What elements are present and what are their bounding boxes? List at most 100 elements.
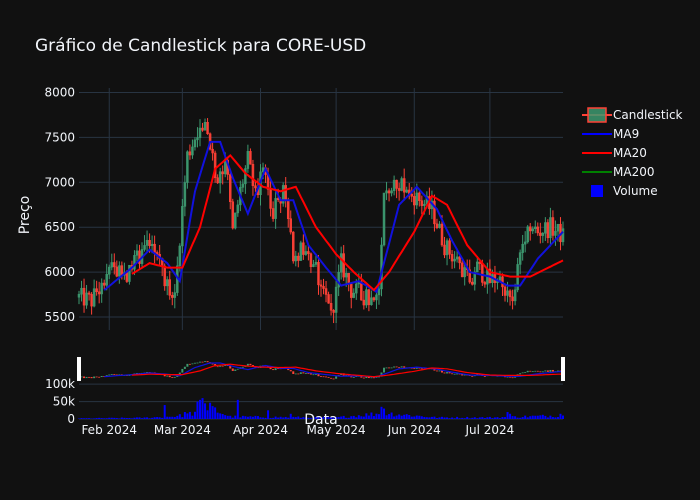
volume-bar[interactable] xyxy=(191,415,194,419)
volume-bar[interactable] xyxy=(183,412,186,419)
volume-bar[interactable] xyxy=(506,412,509,419)
candle[interactable] xyxy=(118,261,121,284)
candle[interactable] xyxy=(196,127,199,148)
candle[interactable] xyxy=(339,246,343,280)
volume-bar[interactable] xyxy=(118,418,121,419)
volume-bar[interactable] xyxy=(539,415,542,419)
volume-bar[interactable] xyxy=(350,416,353,419)
volume-bar[interactable] xyxy=(451,417,454,419)
candle[interactable] xyxy=(302,234,305,260)
volume-bar[interactable] xyxy=(231,417,234,419)
volume-bar[interactable] xyxy=(277,417,280,419)
volume-bar[interactable] xyxy=(322,416,325,419)
candle[interactable] xyxy=(544,217,547,241)
candle[interactable] xyxy=(85,284,88,309)
candle[interactable] xyxy=(87,290,91,301)
candle[interactable] xyxy=(198,119,202,147)
volume-bar[interactable] xyxy=(423,416,426,419)
candle[interactable] xyxy=(523,231,527,253)
candle[interactable] xyxy=(168,270,172,300)
candle[interactable] xyxy=(445,238,449,266)
volume-bar[interactable] xyxy=(408,415,411,419)
volume-bar[interactable] xyxy=(274,416,277,419)
volume-bar[interactable] xyxy=(415,415,418,419)
volume-bar[interactable] xyxy=(435,418,438,419)
volume-bar[interactable] xyxy=(430,416,433,419)
volume-bar[interactable] xyxy=(244,416,247,419)
volume-bar[interactable] xyxy=(133,417,136,419)
volume-bar[interactable] xyxy=(340,416,343,419)
volume-bar[interactable] xyxy=(284,416,287,419)
legend-item[interactable]: MA20 xyxy=(582,146,647,160)
candle[interactable] xyxy=(420,195,424,215)
volume-bar[interactable] xyxy=(360,416,363,419)
volume-bar[interactable] xyxy=(234,415,237,419)
candle[interactable] xyxy=(372,296,376,302)
volume-bar[interactable] xyxy=(352,415,355,419)
candle[interactable] xyxy=(135,244,139,263)
volume-bar[interactable] xyxy=(88,418,91,419)
candle[interactable] xyxy=(77,290,81,305)
volume-bar[interactable] xyxy=(413,416,416,419)
candle[interactable] xyxy=(329,294,333,316)
volume-bar[interactable] xyxy=(483,418,486,419)
volume-bar[interactable] xyxy=(443,417,446,419)
volume-bar[interactable] xyxy=(100,418,103,419)
volume-bar[interactable] xyxy=(153,417,156,419)
candle[interactable] xyxy=(413,190,416,215)
volume-bar[interactable] xyxy=(395,415,398,419)
volume-bar[interactable] xyxy=(385,415,388,419)
candle[interactable] xyxy=(405,186,408,194)
volume-bar[interactable] xyxy=(143,417,146,419)
volume-bar[interactable] xyxy=(433,416,436,419)
volume-bar[interactable] xyxy=(461,417,464,419)
volume-bar[interactable] xyxy=(390,412,393,419)
volume-bar[interactable] xyxy=(80,418,83,419)
volume-bar[interactable] xyxy=(206,410,209,419)
volume-bar[interactable] xyxy=(130,418,133,419)
volume-bar[interactable] xyxy=(120,417,123,419)
volume-bar[interactable] xyxy=(168,416,171,419)
candle[interactable] xyxy=(299,240,303,261)
volume-bar[interactable] xyxy=(178,414,181,419)
volume-bar[interactable] xyxy=(405,414,408,419)
candle[interactable] xyxy=(203,118,207,131)
candle[interactable] xyxy=(503,284,507,302)
candle[interactable] xyxy=(508,289,512,306)
volume-bar[interactable] xyxy=(418,415,421,419)
volume-bar[interactable] xyxy=(549,415,552,419)
volume-bar[interactable] xyxy=(214,407,217,419)
volume-bar[interactable] xyxy=(216,412,219,419)
volume-bar[interactable] xyxy=(372,416,375,419)
candle[interactable] xyxy=(324,280,328,303)
volume-bar[interactable] xyxy=(254,415,257,419)
volume-bar[interactable] xyxy=(161,417,164,419)
volume-bar[interactable] xyxy=(229,415,232,419)
volume-bar[interactable] xyxy=(534,415,537,419)
volume-bar[interactable] xyxy=(304,417,307,419)
volume-bar[interactable] xyxy=(486,417,489,419)
volume-bar[interactable] xyxy=(171,416,174,419)
volume-bar[interactable] xyxy=(176,415,179,419)
ma9-line[interactable] xyxy=(103,140,564,294)
volume-bar[interactable] xyxy=(521,416,524,419)
candle[interactable] xyxy=(382,192,386,247)
volume-bar[interactable] xyxy=(209,402,212,419)
volume-bar[interactable] xyxy=(163,405,166,419)
candle[interactable] xyxy=(236,199,240,217)
volume-bar[interactable] xyxy=(476,418,479,419)
volume-bar[interactable] xyxy=(337,416,340,419)
volume-bar[interactable] xyxy=(428,417,431,419)
volume-bar[interactable] xyxy=(493,417,496,419)
candle[interactable] xyxy=(181,198,184,254)
volume-bar[interactable] xyxy=(297,416,300,419)
candle[interactable] xyxy=(334,280,338,324)
volume-bar[interactable] xyxy=(471,417,474,419)
volume-bar[interactable] xyxy=(456,416,459,419)
volume-bar[interactable] xyxy=(498,418,501,419)
volume-bar[interactable] xyxy=(186,413,189,419)
volume-bar[interactable] xyxy=(400,415,403,419)
candle[interactable] xyxy=(92,279,96,308)
candle[interactable] xyxy=(183,175,187,217)
candle[interactable] xyxy=(536,222,540,236)
